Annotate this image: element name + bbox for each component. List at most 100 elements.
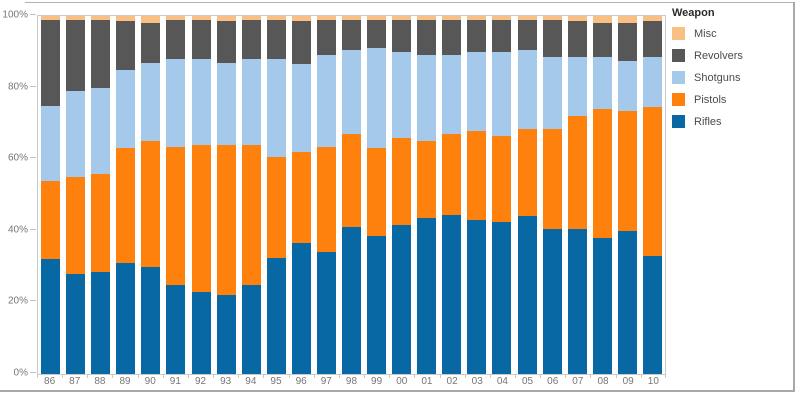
- bar-segment-rifles-00[interactable]: [392, 225, 412, 374]
- bar-segment-pistols-06[interactable]: [542, 128, 562, 230]
- bar-segment-shotguns-03[interactable]: [467, 51, 487, 131]
- bar-segment-rifles-91[interactable]: [166, 284, 186, 374]
- bar-segment-revolvers-89[interactable]: [116, 21, 136, 70]
- bar-segment-revolvers-05[interactable]: [517, 19, 537, 51]
- bar-segment-misc-90[interactable]: [141, 16, 161, 24]
- bar-segment-misc-89[interactable]: [116, 16, 136, 22]
- legend-item-rifles[interactable]: Rifles: [672, 115, 792, 128]
- bar-segment-rifles-88[interactable]: [91, 271, 111, 374]
- bar-segment-revolvers-99[interactable]: [367, 19, 387, 49]
- bar-segment-pistols-95[interactable]: [266, 157, 286, 258]
- bar-segment-rifles-86[interactable]: [41, 259, 61, 374]
- bar-segment-pistols-07[interactable]: [567, 116, 587, 230]
- bar-segment-revolvers-08[interactable]: [592, 23, 612, 58]
- bar-segment-pistols-89[interactable]: [116, 148, 136, 264]
- bar-segment-misc-05[interactable]: [517, 16, 537, 20]
- bar-segment-pistols-05[interactable]: [517, 128, 537, 217]
- bar-segment-pistols-09[interactable]: [617, 110, 637, 231]
- bar-segment-pistols-87[interactable]: [66, 177, 86, 274]
- bar-segment-misc-96[interactable]: [291, 16, 311, 22]
- bar-segment-pistols-98[interactable]: [341, 134, 361, 228]
- legend-item-pistols[interactable]: Pistols: [672, 93, 792, 106]
- bar-segment-revolvers-95[interactable]: [266, 19, 286, 59]
- bar-segment-rifles-98[interactable]: [341, 227, 361, 374]
- bar-segment-misc-09[interactable]: [617, 16, 637, 24]
- bar-segment-misc-06[interactable]: [542, 16, 562, 20]
- bar-segment-revolvers-87[interactable]: [66, 19, 86, 92]
- bar-segment-revolvers-90[interactable]: [141, 23, 161, 63]
- bar-segment-rifles-90[interactable]: [141, 266, 161, 374]
- bar-segment-misc-94[interactable]: [241, 16, 261, 20]
- bar-segment-revolvers-88[interactable]: [91, 19, 111, 88]
- bar-segment-misc-02[interactable]: [442, 16, 462, 20]
- bar-segment-misc-04[interactable]: [492, 16, 512, 20]
- bar-segment-shotguns-93[interactable]: [216, 62, 236, 145]
- bar-segment-pistols-00[interactable]: [392, 137, 412, 226]
- bar-segment-rifles-09[interactable]: [617, 230, 637, 374]
- bar-segment-pistols-97[interactable]: [316, 146, 336, 253]
- bar-segment-revolvers-09[interactable]: [617, 23, 637, 61]
- bar-segment-pistols-94[interactable]: [241, 144, 261, 285]
- bar-segment-misc-88[interactable]: [91, 16, 111, 20]
- bar-segment-revolvers-91[interactable]: [166, 19, 186, 59]
- bar-segment-rifles-01[interactable]: [417, 218, 437, 374]
- bar-segment-revolvers-98[interactable]: [341, 19, 361, 51]
- bar-segment-pistols-99[interactable]: [367, 148, 387, 237]
- bar-segment-revolvers-92[interactable]: [191, 19, 211, 59]
- bar-segment-misc-87[interactable]: [66, 16, 86, 20]
- bar-segment-revolvers-04[interactable]: [492, 19, 512, 52]
- bar-segment-revolvers-10[interactable]: [642, 21, 662, 58]
- bar-segment-shotguns-01[interactable]: [417, 55, 437, 142]
- bar-segment-shotguns-97[interactable]: [316, 55, 336, 147]
- bar-segment-misc-97[interactable]: [316, 16, 336, 20]
- bar-segment-rifles-94[interactable]: [241, 284, 261, 374]
- bar-segment-misc-10[interactable]: [642, 16, 662, 22]
- bar-segment-rifles-10[interactable]: [642, 255, 662, 374]
- bar-segment-pistols-08[interactable]: [592, 109, 612, 238]
- bar-segment-misc-01[interactable]: [417, 16, 437, 20]
- bar-segment-rifles-02[interactable]: [442, 214, 462, 374]
- bar-segment-rifles-07[interactable]: [567, 229, 587, 374]
- bar-segment-shotguns-07[interactable]: [567, 57, 587, 117]
- bar-segment-revolvers-97[interactable]: [316, 19, 336, 56]
- bar-segment-shotguns-96[interactable]: [291, 64, 311, 153]
- bar-segment-pistols-02[interactable]: [442, 134, 462, 215]
- bar-segment-pistols-10[interactable]: [642, 107, 662, 256]
- bar-segment-misc-86[interactable]: [41, 16, 61, 20]
- bar-segment-shotguns-88[interactable]: [91, 87, 111, 174]
- bar-segment-rifles-92[interactable]: [191, 291, 211, 374]
- bar-segment-shotguns-10[interactable]: [642, 57, 662, 108]
- bar-segment-shotguns-05[interactable]: [517, 50, 537, 129]
- bar-segment-revolvers-93[interactable]: [216, 21, 236, 63]
- bar-segment-misc-07[interactable]: [567, 16, 587, 22]
- legend-item-misc[interactable]: Misc: [672, 27, 792, 40]
- bar-segment-shotguns-92[interactable]: [191, 59, 211, 145]
- bar-segment-rifles-03[interactable]: [467, 220, 487, 374]
- bar-segment-revolvers-07[interactable]: [567, 21, 587, 58]
- bar-segment-revolvers-01[interactable]: [417, 19, 437, 56]
- bar-segment-shotguns-98[interactable]: [341, 50, 361, 135]
- bar-segment-pistols-01[interactable]: [417, 141, 437, 219]
- bar-segment-pistols-93[interactable]: [216, 144, 236, 296]
- bar-segment-shotguns-09[interactable]: [617, 60, 637, 111]
- bar-segment-shotguns-02[interactable]: [442, 55, 462, 135]
- bar-segment-revolvers-94[interactable]: [241, 19, 261, 59]
- bar-segment-misc-08[interactable]: [592, 16, 612, 24]
- bar-segment-misc-92[interactable]: [191, 16, 211, 20]
- bar-segment-shotguns-04[interactable]: [492, 51, 512, 136]
- bar-segment-shotguns-99[interactable]: [367, 48, 387, 149]
- bar-segment-pistols-92[interactable]: [191, 144, 211, 292]
- bar-segment-rifles-04[interactable]: [492, 221, 512, 374]
- bar-segment-rifles-08[interactable]: [592, 237, 612, 374]
- bar-segment-revolvers-06[interactable]: [542, 19, 562, 58]
- bar-segment-revolvers-86[interactable]: [41, 19, 61, 106]
- bar-segment-revolvers-03[interactable]: [467, 19, 487, 52]
- bar-segment-shotguns-86[interactable]: [41, 105, 61, 181]
- bar-segment-pistols-91[interactable]: [166, 146, 186, 285]
- bar-segment-shotguns-87[interactable]: [66, 91, 86, 178]
- bar-segment-rifles-99[interactable]: [367, 236, 387, 374]
- bar-segment-shotguns-94[interactable]: [241, 58, 261, 145]
- bar-segment-pistols-96[interactable]: [291, 152, 311, 244]
- legend-item-shotguns[interactable]: Shotguns: [672, 71, 792, 84]
- bar-segment-revolvers-02[interactable]: [442, 19, 462, 56]
